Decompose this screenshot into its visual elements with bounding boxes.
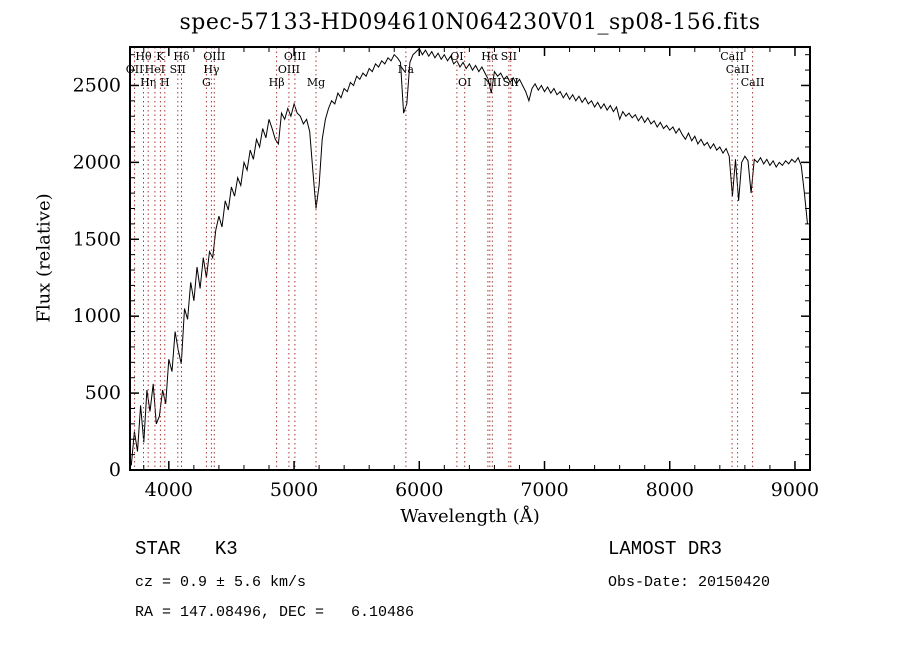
y-tick-label: 1500 (73, 228, 121, 250)
line-marker-label: OI (450, 50, 463, 63)
line-marker-label: Hθ (135, 50, 152, 63)
survey-text: LAMOST DR3 (608, 538, 723, 560)
line-marker-label: Hβ (269, 76, 285, 89)
line-marker-label: K (156, 50, 165, 63)
line-marker-label: NII (483, 76, 501, 89)
classification-text: STAR K3 (135, 538, 238, 560)
line-marker-label: OII (126, 63, 144, 76)
y-tick-label: 500 (85, 382, 121, 404)
line-marker-label: OIII (278, 63, 300, 76)
line-marker-label: CaII (720, 50, 744, 63)
line-marker-label: G (202, 76, 211, 89)
x-axis-label: Wavelength (Å) (400, 506, 540, 527)
line-marker-label: OIII (284, 50, 306, 63)
x-tick-label: 5000 (270, 479, 318, 501)
line-marker-label: H (160, 76, 170, 89)
ra-dec-text: RA = 147.08496, DEC = 6.10486 (135, 604, 415, 621)
spectrum-line (130, 47, 808, 466)
line-marker-label: OIII (203, 50, 225, 63)
line-marker-label: SII (501, 50, 517, 63)
y-tick-label: 0 (109, 459, 121, 481)
y-axis-label: Flux (relative) (33, 193, 55, 323)
plot-title: spec-57133-HD094610N064230V01_sp08-156.f… (179, 10, 761, 35)
x-tick-label: 7000 (520, 479, 568, 501)
x-tick-label: 9000 (771, 479, 819, 501)
line-marker-label: Na (398, 63, 415, 76)
line-marker-label: Hγ (203, 63, 220, 76)
line-marker-label: SII (503, 76, 519, 89)
line-marker-label: Hα (481, 50, 499, 63)
line-marker-label: CaII (741, 76, 765, 89)
line-marker-label: SII (170, 63, 186, 76)
obs-date-text: Obs-Date: 20150420 (608, 574, 771, 591)
line-marker-label: Hδ (173, 50, 190, 63)
y-tick-label: 2500 (73, 74, 121, 96)
line-marker-label: OI (458, 76, 471, 89)
line-marker-label: Hη (140, 76, 156, 89)
line-marker-label: CaII (726, 63, 750, 76)
cz-text: cz = 0.9 ± 5.6 km/s (135, 574, 307, 591)
plot-frame (129, 46, 811, 471)
line-marker-label: HeI (145, 63, 165, 76)
y-tick-label: 1000 (73, 305, 121, 327)
y-tick-label: 2000 (73, 151, 121, 173)
line-marker-label: Mg (307, 76, 325, 89)
x-tick-label: 6000 (395, 479, 443, 501)
x-tick-label: 8000 (646, 479, 694, 501)
x-tick-label: 4000 (145, 479, 193, 501)
